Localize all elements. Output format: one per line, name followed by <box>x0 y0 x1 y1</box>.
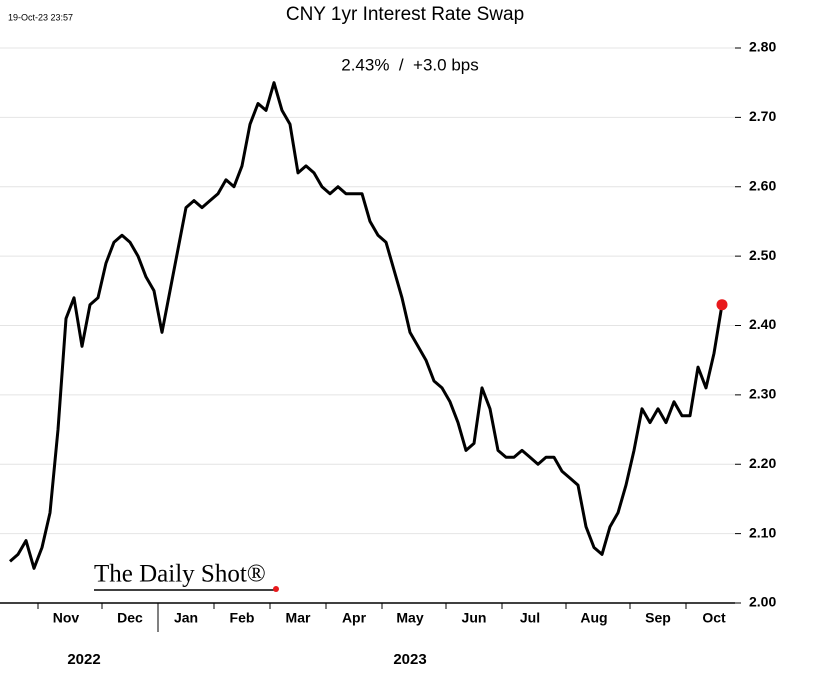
y-tick-label: 2.10 <box>749 524 776 540</box>
subtitle: 2.43% / +3.0 bps <box>341 55 479 74</box>
year-label: 2022 <box>67 651 100 668</box>
x-tick-label: Mar <box>286 610 311 626</box>
x-tick-label: Oct <box>702 610 726 626</box>
watermark-dot <box>273 586 279 592</box>
watermark: The Daily Shot® <box>94 561 266 588</box>
x-tick-label: Jun <box>462 610 487 626</box>
y-tick-label: 2.20 <box>749 455 776 471</box>
x-tick-label: Sep <box>645 610 671 626</box>
year-label: 2023 <box>393 651 426 668</box>
x-tick-label: Aug <box>580 610 607 626</box>
x-tick-label: May <box>396 610 423 626</box>
y-tick-label: 2.60 <box>749 177 776 193</box>
x-tick-label: Nov <box>53 610 80 626</box>
timestamp: 19-Oct-23 23:57 <box>8 12 73 22</box>
line-series <box>9 81 724 570</box>
y-tick-label: 2.00 <box>749 594 776 610</box>
y-tick-label: 2.30 <box>749 386 776 402</box>
y-tick-label: 2.80 <box>749 39 776 55</box>
x-tick-label: Jan <box>174 610 198 626</box>
x-tick-label: Dec <box>117 610 143 626</box>
end-marker <box>716 299 728 311</box>
y-tick-label: 2.70 <box>749 108 776 124</box>
x-tick-label: Feb <box>230 610 255 626</box>
y-tick-label: 2.50 <box>749 247 776 263</box>
x-tick-label: Jul <box>520 610 540 626</box>
y-tick-label: 2.40 <box>749 316 776 332</box>
chart-title: CNY 1yr Interest Rate Swap <box>286 4 524 25</box>
x-tick-label: Apr <box>342 610 367 626</box>
